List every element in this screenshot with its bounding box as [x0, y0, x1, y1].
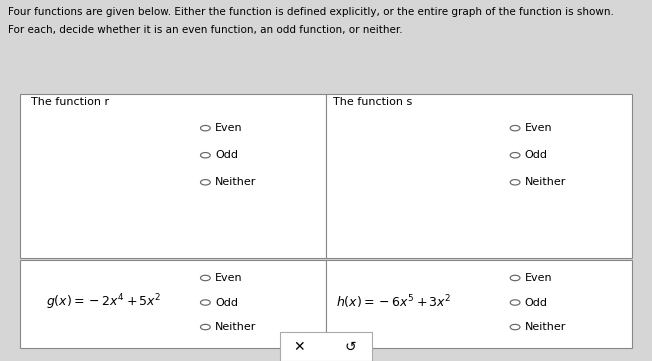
Text: The function s: The function s [333, 97, 412, 108]
Text: Even: Even [215, 123, 243, 133]
Text: For each, decide whether it is an even function, an odd function, or neither.: For each, decide whether it is an even f… [8, 25, 402, 35]
Text: Neither: Neither [215, 322, 256, 332]
Text: Neither: Neither [525, 177, 566, 187]
Text: x: x [466, 168, 471, 177]
Text: $h\left(x\right)=-6x^{5}+3x^{2}$: $h\left(x\right)=-6x^{5}+3x^{2}$ [336, 293, 451, 311]
Text: ✕: ✕ [293, 340, 304, 353]
Text: x: x [168, 168, 173, 177]
Text: Odd: Odd [525, 297, 548, 308]
Text: Odd: Odd [525, 150, 548, 160]
Text: Even: Even [525, 273, 552, 283]
Text: y: y [405, 103, 410, 112]
Text: Odd: Odd [215, 297, 238, 308]
Text: Odd: Odd [215, 150, 238, 160]
Text: Neither: Neither [525, 322, 566, 332]
Text: Even: Even [215, 273, 243, 283]
Text: Four functions are given below. Either the function is defined explicitly, or th: Four functions are given below. Either t… [8, 7, 614, 17]
Text: y: y [102, 103, 108, 112]
Text: The function r: The function r [31, 97, 110, 108]
Text: Even: Even [525, 123, 552, 133]
Text: Neither: Neither [215, 177, 256, 187]
Text: $g\left(x\right)=-2x^{4}+5x^{2}$: $g\left(x\right)=-2x^{4}+5x^{2}$ [46, 292, 161, 312]
Text: ↺: ↺ [345, 340, 357, 353]
